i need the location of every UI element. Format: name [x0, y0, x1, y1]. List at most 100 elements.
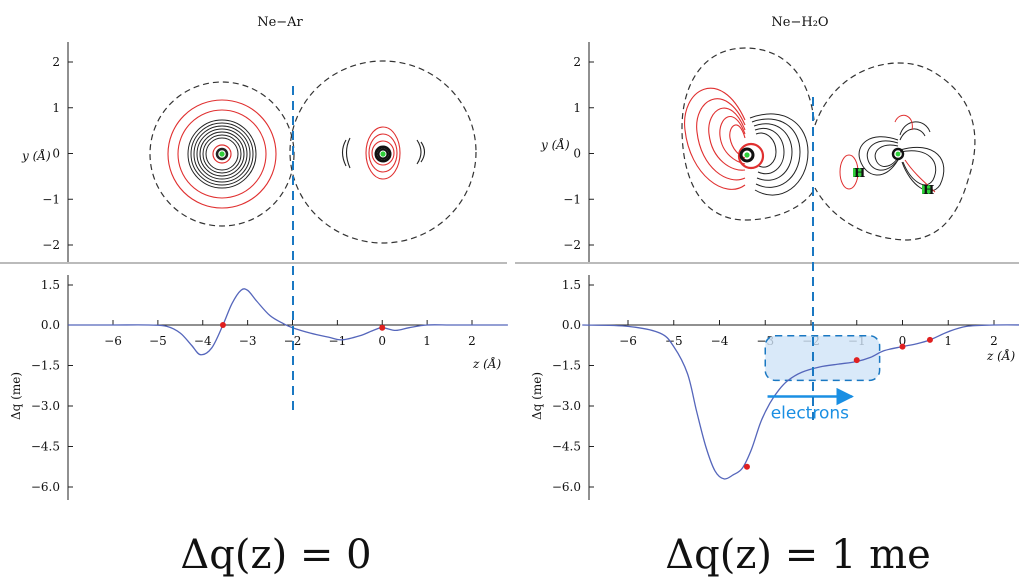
y-tick-label: 0 [52, 147, 60, 161]
y-tick-label: −2 [42, 238, 60, 252]
y-tick-label: 0 [573, 147, 581, 161]
ar-nucleus [380, 151, 386, 157]
contour-black [374, 145, 392, 163]
ne-nucleus [744, 152, 750, 158]
contour-red [365, 126, 401, 180]
data-point-marker [853, 357, 860, 364]
x-tick-label: −6 [104, 334, 122, 348]
contour-black [420, 141, 426, 163]
y-tick-label: 0.0 [562, 318, 581, 332]
x-tick-label: 0 [899, 334, 907, 348]
contour-black [858, 136, 899, 176]
profile-y-label: Δq (me) [9, 372, 23, 420]
contour-red [177, 109, 267, 199]
series-line [68, 288, 508, 356]
y-tick-label: 2 [573, 55, 581, 69]
h-atom-label: H [854, 166, 865, 180]
caption: Δq(z) = 0 [180, 532, 371, 578]
series-line [582, 324, 1019, 480]
contour-red [684, 87, 746, 190]
h-atom-label: H [923, 183, 934, 197]
y-tick-label: 1.5 [41, 278, 60, 292]
x-tick-label: 1 [944, 334, 952, 348]
contour-black [891, 147, 905, 161]
profile-x-label: z (Å) [986, 348, 1015, 363]
contour-black [341, 139, 347, 167]
contour-red [696, 98, 746, 181]
ne-contours [684, 87, 809, 196]
o-nucleus [895, 151, 901, 157]
contour-red [368, 133, 398, 173]
contour-panel: 2 1 0 −1 −2 y (Å) [515, 42, 1019, 264]
contour-red [708, 107, 746, 171]
x-tick-label: −4 [711, 334, 729, 348]
x-tick-label: 1 [423, 334, 431, 348]
contour-black [187, 119, 257, 189]
contour-black [874, 144, 899, 167]
chart-title: Ne−Ar [257, 15, 303, 30]
h2o-contours: H H [839, 114, 945, 197]
contour-black [416, 139, 422, 165]
profile-y-label: Δq (me) [530, 372, 544, 420]
contour-black [193, 125, 251, 183]
data-point-marker [379, 324, 386, 331]
chart-title: Ne−H₂O [771, 15, 828, 30]
charge-transfer-region [764, 335, 881, 382]
contour-black [899, 128, 926, 141]
contour-black [899, 150, 937, 186]
contour-black [899, 146, 945, 192]
ne-ar-figure: Ne−Ar 2 1 0 −1 −2 y (Å) [0, 15, 508, 578]
y-tick-label: −1.5 [31, 359, 60, 373]
profile-y-ticks: 1.5 0.0 −1.5 −3.0 −4.5 −6.0 [552, 278, 594, 494]
contour-y-label: y (Å) [21, 148, 51, 163]
contour-black [753, 123, 793, 181]
ne-boundary-surface [681, 47, 815, 221]
x-tick-label: 2 [468, 334, 476, 348]
contour-red [167, 99, 277, 209]
data-point-marker [743, 463, 750, 470]
contour-black [205, 137, 239, 171]
contour-red [719, 116, 746, 165]
contour-black [345, 137, 351, 169]
caption: Δq(z) = 1 me [665, 532, 931, 578]
contour-y-ticks: 2 1 0 −1 −2 [563, 55, 594, 252]
contour-red [894, 114, 913, 131]
y-tick-label: −4.5 [552, 440, 581, 454]
contour-black [377, 148, 389, 160]
contour-black [196, 128, 248, 180]
y-tick-label: −4.5 [31, 440, 60, 454]
contour-black [749, 113, 809, 196]
y-tick-label: −2 [563, 238, 581, 252]
contour-red [371, 140, 395, 166]
ar-contours [341, 126, 426, 180]
data-point-marker [899, 343, 906, 350]
series-markers [219, 322, 386, 331]
y-tick-label: −1 [563, 192, 581, 206]
profile-y-ticks: 1.5 0.0 −1.5 −3.0 −4.5 −6.0 [31, 278, 73, 494]
contour-y-label: y (Å) [540, 137, 570, 152]
electron-flow-label: electrons [771, 404, 849, 424]
ne-nucleus [219, 151, 225, 157]
contour-black [899, 121, 931, 136]
x-tick-label: −5 [665, 334, 683, 348]
ne-h2o-figure: Ne−H₂O 2 1 0 −1 −2 y (Å) [515, 15, 1019, 578]
y-tick-label: 1 [573, 101, 581, 115]
y-tick-label: 2 [52, 55, 60, 69]
y-tick-label: −3.0 [31, 399, 60, 413]
contour-red [904, 159, 936, 193]
y-tick-label: −1.5 [552, 359, 581, 373]
x-tick-label: 2 [990, 334, 998, 348]
contour-black [754, 128, 785, 175]
contour-black [755, 132, 777, 168]
x-tick-label: −3 [239, 334, 257, 348]
y-tick-label: 1.5 [562, 278, 581, 292]
y-tick-label: −6.0 [552, 480, 581, 494]
contour-black [751, 118, 801, 188]
contour-black [739, 147, 755, 163]
x-tick-label: 0 [378, 334, 386, 348]
x-tick-label: −1 [329, 334, 347, 348]
